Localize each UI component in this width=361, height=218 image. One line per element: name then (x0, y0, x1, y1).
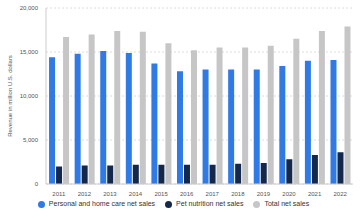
svg-text:2022: 2022 (334, 191, 348, 197)
svg-text:10,000: 10,000 (20, 93, 39, 99)
svg-text:5,000: 5,000 (23, 137, 39, 143)
svg-text:2015: 2015 (154, 191, 168, 197)
svg-text:Revenue in million U.S. dollar: Revenue in million U.S. dollars (8, 55, 13, 137)
svg-text:2017: 2017 (206, 191, 220, 197)
svg-text:2013: 2013 (103, 191, 117, 197)
html-text:Total net sales: Total net sales (264, 200, 310, 207)
svg-text:2016: 2016 (180, 191, 194, 197)
svg-text:20,000: 20,000 (20, 5, 39, 11)
svg-text:2021: 2021 (308, 191, 322, 197)
svg-text:2020: 2020 (282, 191, 296, 197)
html-text:Personal and home care net sal: Personal and home care net sales (48, 200, 156, 207)
html-text:Pet nutrition net sales: Pet nutrition net sales (176, 200, 244, 207)
svg-text:0: 0 (35, 181, 39, 187)
svg-text:2011: 2011 (52, 191, 66, 197)
svg-text:2014: 2014 (129, 191, 143, 197)
svg-text:2012: 2012 (78, 191, 92, 197)
svg-text:15,000: 15,000 (20, 49, 39, 55)
svg-text:2019: 2019 (257, 191, 271, 197)
svg-text:2018: 2018 (231, 191, 245, 197)
